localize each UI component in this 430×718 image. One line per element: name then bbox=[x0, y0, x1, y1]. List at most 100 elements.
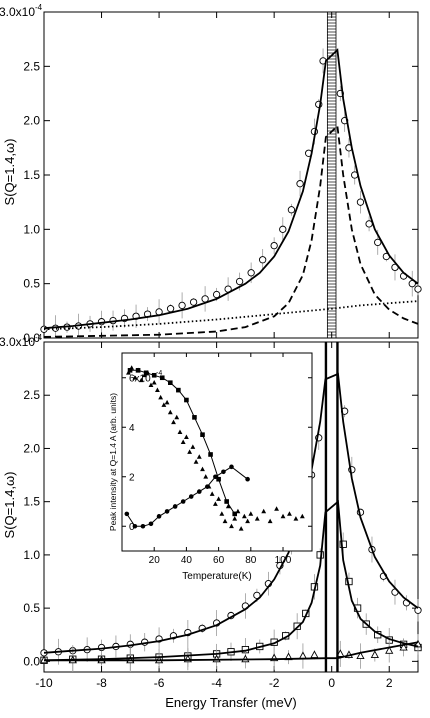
filled-triangle-marker bbox=[145, 370, 151, 375]
filled-triangle-marker bbox=[177, 429, 183, 435]
filled-triangle-marker bbox=[267, 518, 273, 524]
filled-square-marker bbox=[208, 452, 213, 457]
open-square-marker bbox=[293, 622, 301, 630]
y-multiplier-exponent: -4 bbox=[35, 3, 43, 12]
open-circle-marker bbox=[287, 206, 296, 214]
y-tick-label: 0.5 bbox=[23, 277, 40, 291]
filled-triangle-marker bbox=[238, 526, 244, 531]
inset-x-tick-label: 80 bbox=[245, 555, 257, 566]
filled-triangle-marker bbox=[229, 523, 234, 529]
filled-triangle-marker bbox=[161, 402, 167, 407]
filled-triangle-marker bbox=[254, 516, 260, 521]
open-circle-marker bbox=[166, 305, 175, 313]
filled-square-marker bbox=[184, 397, 189, 403]
filled-circle-marker bbox=[164, 509, 170, 514]
filled-triangle-marker bbox=[126, 370, 131, 375]
filled-triangle-marker bbox=[248, 511, 254, 516]
filled-circle-marker bbox=[148, 521, 154, 527]
filled-triangle-marker bbox=[190, 444, 196, 449]
filled-circle-marker bbox=[172, 504, 178, 509]
y-tick-label: 1.5 bbox=[23, 168, 40, 182]
x-tick-label: 2 bbox=[386, 676, 393, 690]
filled-triangle-marker bbox=[280, 513, 286, 519]
y-tick-label: 2.5 bbox=[23, 388, 40, 402]
filled-triangle-marker bbox=[148, 382, 154, 388]
inset-y-axis-label: Peak intensity at Q=1.4 A (arb. units) bbox=[108, 393, 118, 531]
filled-triangle-marker bbox=[245, 518, 251, 524]
inset-y-tick-label: 4 bbox=[129, 423, 135, 434]
open-triangle-marker bbox=[356, 651, 365, 660]
filled-triangle-marker bbox=[241, 513, 247, 519]
open-circle-marker bbox=[296, 180, 304, 188]
filled-triangle-marker bbox=[261, 508, 267, 514]
series-5-solid-curve bbox=[44, 641, 419, 662]
bottom-y-tick-labels: 0.0 0.5 1.0 1.5 2.0 2.5 3.0x10 -4 bbox=[0, 333, 43, 668]
filled-circle-marker bbox=[156, 514, 162, 519]
open-triangle-marker bbox=[310, 650, 319, 658]
filled-triangle-marker bbox=[174, 414, 180, 420]
filled-triangle-marker bbox=[232, 516, 238, 521]
filled-triangle-marker bbox=[158, 394, 164, 400]
filled-circle-marker bbox=[180, 499, 186, 504]
filled-square-marker bbox=[216, 476, 221, 482]
filled-triangle-marker bbox=[293, 516, 299, 521]
open-square-marker bbox=[339, 540, 347, 548]
x-tick-label: -10 bbox=[35, 676, 53, 690]
y-tick-label: 3.0x10 bbox=[0, 5, 35, 19]
filled-square-marker bbox=[151, 372, 157, 378]
filled-square-marker bbox=[159, 375, 165, 381]
open-circle-marker bbox=[235, 277, 244, 286]
bottom-x-axis-label: Energy Transfer (meV) bbox=[165, 695, 297, 710]
y-tick-label: 0.5 bbox=[23, 601, 40, 615]
x-tick-label: -8 bbox=[96, 676, 107, 690]
filled-triangle-marker bbox=[138, 377, 144, 383]
y-tick-label: 0.0 bbox=[23, 331, 40, 345]
filled-triangle-marker bbox=[180, 439, 186, 444]
filled-triangle-marker bbox=[187, 449, 193, 454]
open-circle-marker bbox=[40, 325, 48, 333]
inset: 20 40 60 80 100 0 2 4 6x10 -4 Temperature(K) Peak… bbox=[108, 352, 313, 582]
inset-data-marks bbox=[124, 365, 305, 531]
filled-circle-marker bbox=[140, 523, 146, 529]
filled-circle-marker bbox=[213, 474, 218, 480]
filled-triangle-marker bbox=[274, 506, 279, 511]
x-tick-label: -6 bbox=[154, 676, 165, 690]
bottom-y-axis-label: S(Q=1.4,ω) bbox=[2, 472, 17, 539]
filled-triangle-marker bbox=[212, 501, 218, 506]
filled-triangle-marker bbox=[151, 380, 157, 385]
open-circle-marker bbox=[212, 290, 221, 299]
series-4-solid-curve bbox=[43, 499, 419, 662]
y-tick-label: 2.5 bbox=[23, 59, 40, 73]
series-2-dashed-curve bbox=[43, 124, 419, 338]
filled-triangle-marker bbox=[196, 454, 202, 459]
filled-triangle-marker bbox=[203, 474, 209, 479]
x-tick-label: -4 bbox=[211, 676, 222, 690]
filled-square-marker bbox=[127, 368, 133, 373]
y-tick-label: 2.0 bbox=[23, 114, 40, 128]
open-circle-marker bbox=[414, 285, 422, 293]
open-circle-marker bbox=[279, 225, 287, 233]
inset-y-tick-label: 2 bbox=[129, 472, 135, 483]
filled-circle-marker bbox=[221, 469, 226, 475]
y-tick-label: 1.0 bbox=[23, 548, 40, 562]
filled-triangle-marker bbox=[225, 503, 231, 509]
filled-square-marker bbox=[143, 370, 149, 376]
y-tick-label: 2.0 bbox=[23, 441, 40, 455]
open-circle-marker bbox=[356, 198, 365, 206]
filled-square-marker bbox=[200, 432, 205, 437]
filled-triangle-marker bbox=[142, 372, 147, 378]
series-3-dotted-curve bbox=[43, 300, 419, 331]
filled-triangle-marker bbox=[167, 409, 173, 415]
open-circle-marker bbox=[247, 269, 255, 277]
filled-circle-marker bbox=[188, 494, 194, 499]
filled-circle-marker bbox=[229, 464, 234, 470]
inset-y-tick-label: 0 bbox=[129, 522, 135, 533]
open-circle-marker bbox=[258, 256, 267, 264]
inset-x-tick-label: 100 bbox=[275, 555, 292, 566]
top-y-axis-label: S(Q=1.4,ω) bbox=[2, 139, 17, 206]
open-circle-marker bbox=[253, 591, 261, 600]
top-y-tick-labels: 0.00.51.01.52.02.53.0x10 -4 bbox=[0, 3, 43, 345]
y-tick-label: 3.0x10 bbox=[0, 335, 35, 349]
open-triangle-marker bbox=[298, 651, 308, 660]
